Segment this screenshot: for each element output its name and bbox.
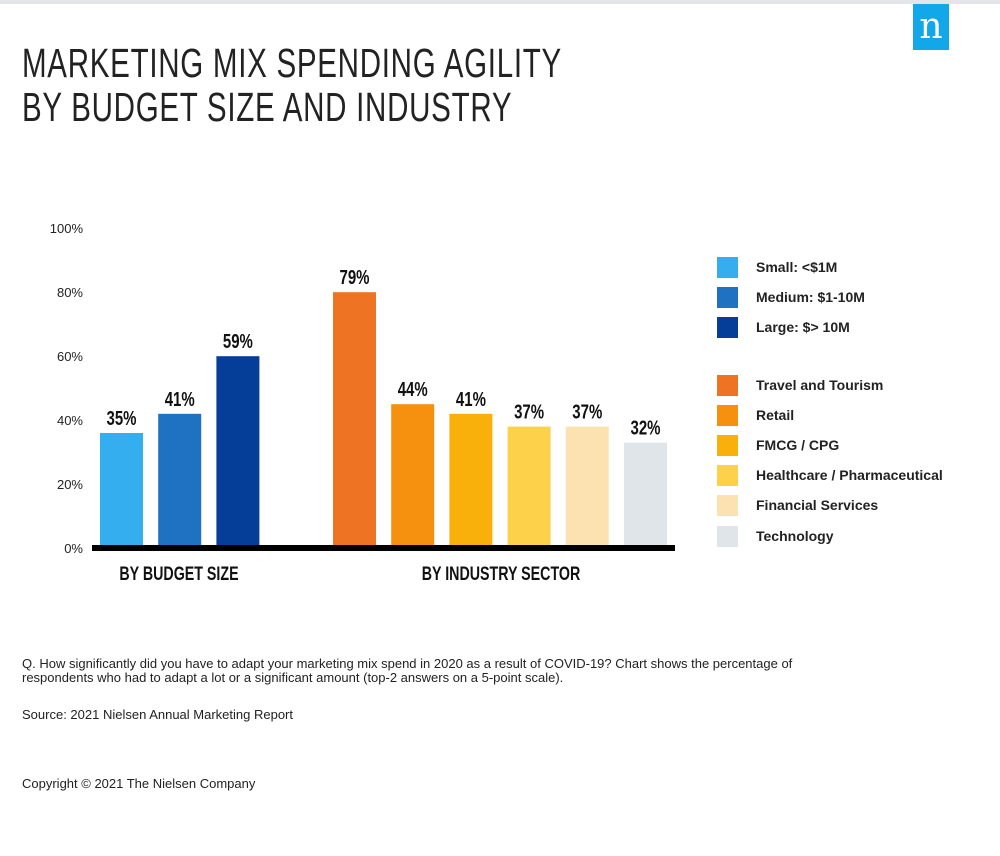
legend-swatch	[717, 375, 738, 396]
y-tick-label: 100%	[50, 221, 84, 236]
bar	[216, 356, 260, 548]
bar-value-label: 59%	[223, 330, 253, 353]
y-tick-label: 80%	[57, 285, 83, 300]
bar-value-label: 41%	[165, 388, 195, 411]
question-note: Q. How significantly did you have to ada…	[22, 656, 793, 685]
top-bar	[0, 0, 1000, 4]
legend-swatch	[717, 317, 738, 338]
legend-label: Large: $> 10M	[756, 319, 850, 335]
copyright: Copyright © 2021 The Nielsen Company	[22, 776, 256, 791]
y-tick-label: 60%	[57, 349, 83, 364]
legend-label: FMCG / CPG	[756, 437, 839, 453]
legend-label: Small: <$1M	[756, 259, 837, 275]
legend-swatch	[717, 405, 738, 426]
bar-value-label: 32%	[631, 416, 661, 439]
legend-label: Technology	[756, 528, 834, 544]
x-axis-line	[92, 545, 675, 551]
y-tick-label: 20%	[57, 477, 83, 492]
chart-title-line2: BY BUDGET SIZE AND INDUSTRY	[22, 84, 513, 130]
group-label: BY BUDGET SIZE	[119, 563, 238, 584]
bar	[449, 413, 493, 548]
bar	[624, 442, 667, 548]
legend-swatch	[717, 435, 738, 456]
group-label: BY INDUSTRY SECTOR	[422, 563, 581, 584]
bar-value-label: 41%	[456, 388, 486, 411]
bar	[333, 292, 376, 548]
legend-label: Retail	[756, 407, 794, 423]
bar	[158, 413, 202, 548]
legend-label: Travel and Tourism	[756, 377, 883, 393]
legend-swatch	[717, 526, 738, 547]
bar	[565, 426, 609, 548]
bar-value-label: 79%	[340, 266, 370, 289]
bar-chart: 0% 20% 40% 60% 80% 100% 35% Small: <$1M 41% Mediu…	[50, 221, 943, 585]
chart-title-line1: MARKETING MIX SPENDING AGILITY	[22, 40, 562, 86]
bar-value-label: 37%	[572, 400, 602, 423]
bar-value-label: 44%	[398, 378, 428, 401]
bar	[391, 404, 435, 548]
bar-value-label: 37%	[514, 400, 544, 423]
legend-swatch	[717, 257, 738, 278]
bar-value-label: 35%	[107, 407, 137, 430]
bar	[507, 426, 551, 548]
legend-swatch	[717, 287, 738, 308]
source-note: Source: 2021 Nielsen Annual Marketing Re…	[22, 707, 293, 722]
legend-swatch	[717, 495, 738, 516]
y-tick-label: 0%	[64, 541, 83, 556]
legend-label: Financial Services	[756, 497, 878, 513]
legend-label: Medium: $1-10M	[756, 289, 865, 305]
legend-label: Healthcare / Pharmaceutical	[756, 467, 943, 483]
bar	[100, 433, 143, 548]
legend-swatch	[717, 465, 738, 486]
y-tick-label: 40%	[57, 413, 83, 428]
nielsen-logo: n	[913, 4, 949, 50]
